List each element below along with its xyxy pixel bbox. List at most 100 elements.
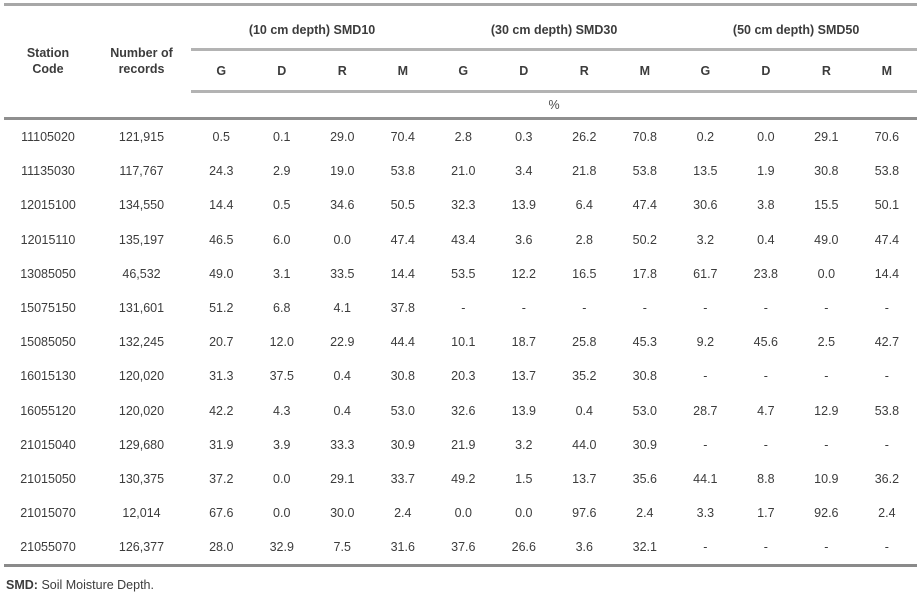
value-cell: 20.7 xyxy=(209,335,234,350)
value-cell: 8.8 xyxy=(757,471,775,486)
value-cell: 32.1 xyxy=(632,540,657,555)
value-cell: 18.7 xyxy=(511,335,536,350)
value-cell: 70.6 xyxy=(874,130,900,145)
value-cell: 16.5 xyxy=(572,266,597,281)
value-cell: 0.4 xyxy=(575,403,593,418)
value-cell: 92.6 xyxy=(814,506,839,521)
value-cell: 15.5 xyxy=(814,198,839,213)
station-code-cell: 16015130 xyxy=(20,369,76,384)
value-cell: 0.2 xyxy=(696,130,715,145)
value-cell: 44.1 xyxy=(693,471,718,486)
value-cell: 42.7 xyxy=(874,335,900,350)
table-row: 11135030 117,767 24.3 2.9 19.0 53.8 21.0 3.4 21.… xyxy=(4,154,917,188)
smd-statistics-table: Station Code Number of records (10 cm de… xyxy=(4,3,918,568)
value-cell: 13.9 xyxy=(511,403,536,418)
station-code-cell: 15075150 xyxy=(20,301,76,316)
value-cell: 4.7 xyxy=(757,403,775,418)
table-body: 11105020 121,915 0.5 0.1 29.0 70.4 2.8 0.3 26.2 7… xyxy=(4,119,917,566)
value-cell: 37.5 xyxy=(269,369,294,384)
records-cell: 121,915 xyxy=(118,130,165,145)
value-cell: 30.8 xyxy=(390,369,415,384)
subcolumn-header: G xyxy=(191,49,252,93)
value-cell: - xyxy=(884,369,889,384)
station-code-cell: 21055070 xyxy=(20,540,76,555)
table-row: 21055070 126,377 28.0 32.9 7.5 31.6 37.6 26.6 3.… xyxy=(4,530,917,566)
unit-row: % xyxy=(4,91,918,120)
records-cell: 12,014 xyxy=(122,506,161,521)
value-cell: - xyxy=(461,301,466,316)
value-cell: - xyxy=(884,540,889,555)
value-cell: 12.9 xyxy=(814,403,839,418)
value-cell: 2.9 xyxy=(273,164,291,179)
value-cell: 2.4 xyxy=(394,506,412,521)
value-cell: 29.1 xyxy=(814,130,839,145)
value-cell: 49.0 xyxy=(814,232,839,247)
footnote-abbr: SMD: xyxy=(6,578,38,592)
value-cell: - xyxy=(763,369,768,384)
value-cell: - xyxy=(703,301,708,316)
value-cell: 67.6 xyxy=(209,506,234,521)
value-cell: 0.4 xyxy=(757,232,775,247)
group-header-smd30: (30 cm depth) SMD30 xyxy=(433,4,676,51)
value-cell: 0.0 xyxy=(333,232,351,247)
subcolumn-header: D xyxy=(493,49,555,93)
value-cell: - xyxy=(642,301,647,316)
value-cell: 61.7 xyxy=(693,266,718,281)
value-cell: 34.6 xyxy=(330,198,355,213)
subcolumn-header: R xyxy=(796,49,857,93)
value-cell: 29.1 xyxy=(330,471,355,486)
value-cell: - xyxy=(521,301,526,316)
value-cell: 33.3 xyxy=(330,437,355,452)
subcolumn-header: R xyxy=(554,49,615,93)
value-cell: 14.4 xyxy=(874,266,900,281)
value-cell: 44.4 xyxy=(390,335,415,350)
value-cell: 4.1 xyxy=(333,301,351,316)
group-header-row: Station Code Number of records (10 cm de… xyxy=(4,4,918,120)
value-cell: 0.1 xyxy=(273,130,291,145)
value-cell: 0.0 xyxy=(454,506,472,521)
value-cell: 4.3 xyxy=(273,403,291,418)
value-cell: 51.2 xyxy=(209,301,234,316)
value-cell: - xyxy=(703,437,708,452)
table-row: 12015110 135,197 46.5 6.0 0.0 47.4 43.4 3.6 2.8 5… xyxy=(4,223,917,257)
group-header-smd10: (10 cm depth) SMD10 xyxy=(191,4,434,51)
records-cell: 130,375 xyxy=(118,471,165,486)
value-cell: - xyxy=(824,369,829,384)
value-cell: 53.0 xyxy=(632,403,657,418)
value-cell: 0.0 xyxy=(757,130,775,145)
value-cell: 30.9 xyxy=(390,437,415,452)
group-header-smd50: (50 cm depth) SMD50 xyxy=(675,4,918,51)
table-row: 13085050 46,532 49.0 3.1 33.5 14.4 53.5 12.2 16.… xyxy=(4,257,917,291)
station-code-cell: 21015040 xyxy=(20,437,76,452)
value-cell: 47.4 xyxy=(874,232,900,247)
table-row: 21015040 129,680 31.9 3.9 33.3 30.9 21.9 3.2 44.… xyxy=(4,428,917,462)
value-cell: 50.1 xyxy=(874,198,900,213)
value-cell: 46.5 xyxy=(209,232,234,247)
table-header: Station Code Number of records (10 cm de… xyxy=(4,4,918,120)
value-cell: 0.0 xyxy=(817,266,836,281)
value-cell: 20.3 xyxy=(451,369,476,384)
records-cell: 126,377 xyxy=(118,540,165,555)
value-cell: 24.3 xyxy=(209,164,234,179)
value-cell: 47.4 xyxy=(390,232,415,247)
value-cell: 0.3 xyxy=(515,130,533,145)
value-cell: 14.4 xyxy=(209,198,234,213)
station-code-cell: 12015100 xyxy=(20,198,76,213)
value-cell: 42.2 xyxy=(209,403,234,418)
value-cell: 31.3 xyxy=(209,369,234,384)
subcolumn-header: R xyxy=(312,49,373,93)
value-cell: 35.6 xyxy=(632,471,657,486)
value-cell: - xyxy=(824,437,829,452)
value-cell: 1.9 xyxy=(757,164,775,179)
value-cell: 33.5 xyxy=(330,266,355,281)
value-cell: 1.5 xyxy=(515,471,533,486)
value-cell: - xyxy=(703,369,708,384)
value-cell: 6.8 xyxy=(273,301,291,316)
value-cell: 31.9 xyxy=(209,437,234,452)
table-row: 16055120 120,020 42.2 4.3 0.4 53.0 32.6 13.9 0.4… xyxy=(4,394,917,428)
value-cell: 9.2 xyxy=(696,335,715,350)
station-code-header: Station Code xyxy=(4,4,92,120)
value-cell: 2.8 xyxy=(454,130,472,145)
